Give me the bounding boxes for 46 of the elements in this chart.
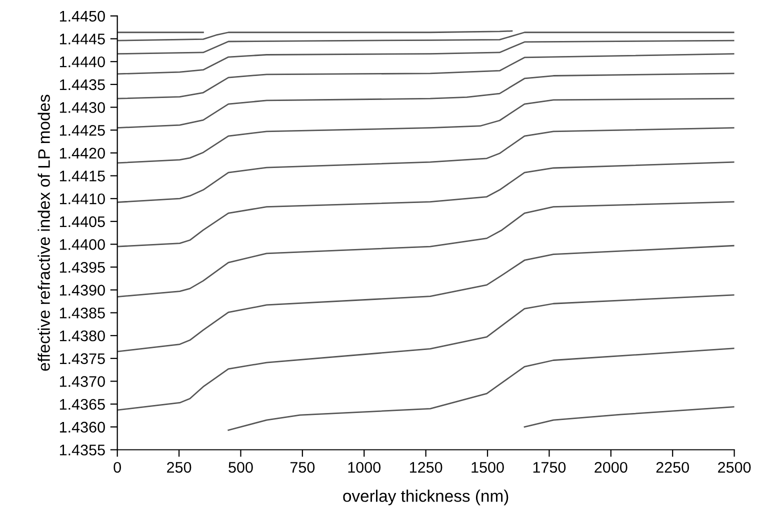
x-tick-label: 1000 xyxy=(348,462,381,473)
y-tick-label: 1.4355 xyxy=(60,444,105,456)
line-series xyxy=(117,40,734,75)
line-series xyxy=(117,294,734,411)
x-tick-label: 250 xyxy=(167,462,192,473)
y-tick-label: 1.4395 xyxy=(60,262,105,273)
y-tick-label: 1.4390 xyxy=(60,284,105,296)
y-tick-label: 1.4375 xyxy=(60,353,105,364)
x-tick-label: 2250 xyxy=(656,462,689,473)
x-axis-title: overlay thickness (nm) xyxy=(343,490,508,506)
y-tick-label: 1.4435 xyxy=(60,79,105,90)
y-tick-label: 1.4370 xyxy=(60,376,105,387)
line-series xyxy=(117,98,734,164)
y-tick-label: 1.4385 xyxy=(60,308,105,318)
y-axis-title: effective refractive index of LP modes xyxy=(38,94,50,371)
y-tick-label: 1.4365 xyxy=(60,398,105,410)
x-tick-label: 0 xyxy=(114,462,121,473)
x-tick-label: 500 xyxy=(228,462,253,473)
x-tick-label: 1500 xyxy=(472,462,504,473)
line-series xyxy=(117,244,734,352)
y-tick-label: 1.4425 xyxy=(60,124,105,136)
line-series xyxy=(117,161,734,248)
y-tick-label: 1.4360 xyxy=(60,422,105,433)
x-tick-label: 1250 xyxy=(410,462,442,473)
line-series xyxy=(117,127,734,203)
x-tick-label: 2000 xyxy=(594,462,628,473)
x-tick-label: 750 xyxy=(290,462,315,473)
line-series xyxy=(117,53,734,100)
line-series xyxy=(117,201,734,298)
y-tick-label: 1.4420 xyxy=(60,148,105,159)
x-tick-label: 2500 xyxy=(718,462,751,473)
y-tick-label: 1.4430 xyxy=(60,102,105,113)
line-series xyxy=(228,348,734,431)
x-tick-label: 1750 xyxy=(533,462,566,473)
y-tick-label: 1.4405 xyxy=(60,216,105,228)
y-tick-label: 1.4440 xyxy=(60,56,105,68)
y-tick-label: 1.4410 xyxy=(60,193,105,204)
line-series xyxy=(117,30,513,42)
y-tick-label: 1.4400 xyxy=(60,239,105,250)
line-series xyxy=(524,406,734,428)
line-series xyxy=(117,32,734,55)
y-tick-label: 1.4415 xyxy=(60,170,105,182)
y-tick-label: 1.4380 xyxy=(60,330,105,342)
line-series xyxy=(117,72,734,129)
y-tick-label: 1.4445 xyxy=(60,34,105,44)
y-tick-label: 1.4450 xyxy=(60,10,105,22)
